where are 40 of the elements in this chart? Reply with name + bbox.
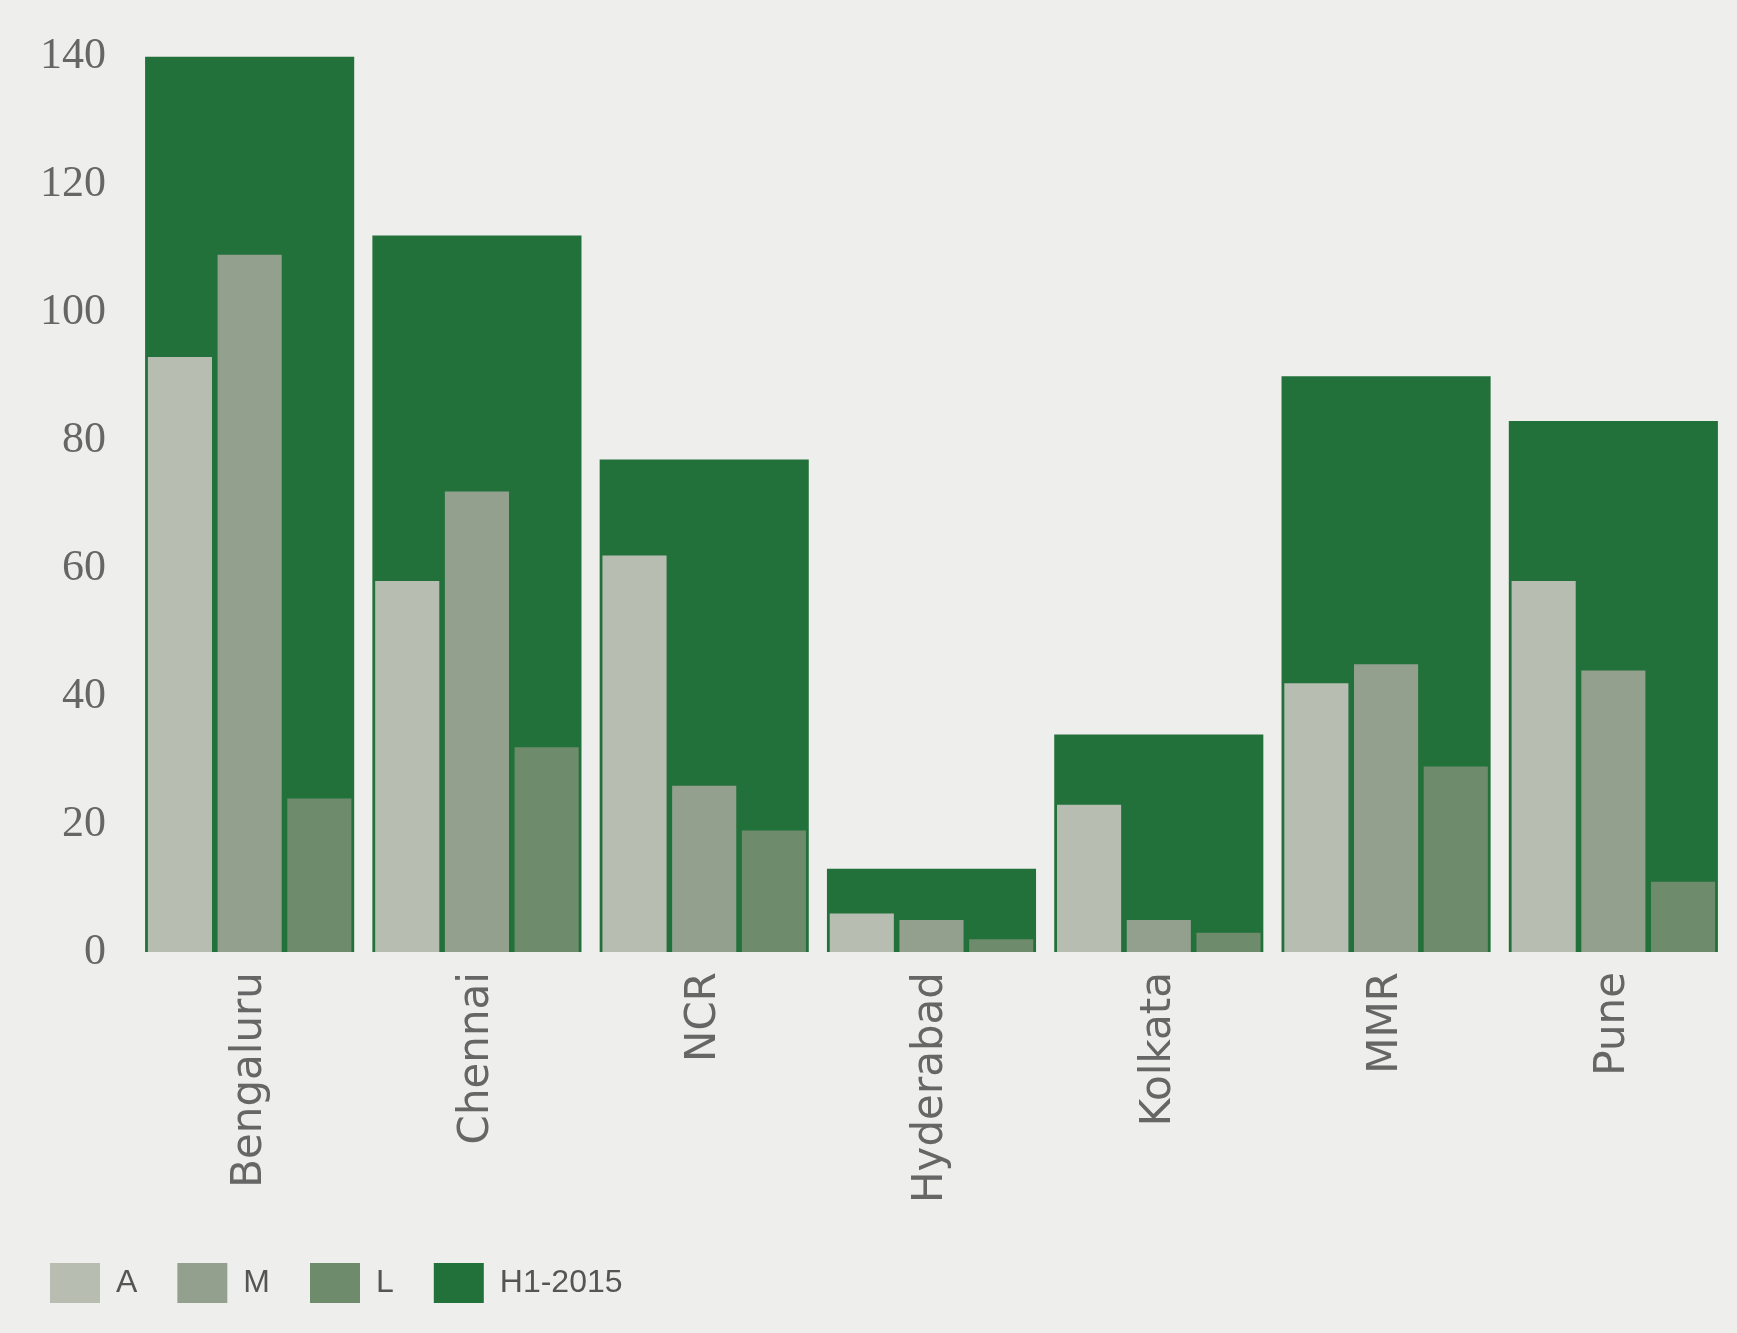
bar <box>1196 932 1261 952</box>
y-tick-label: 120 <box>40 156 106 206</box>
bar <box>147 357 212 952</box>
bar <box>1057 804 1122 952</box>
legend-label: H1-2015 <box>499 1262 623 1299</box>
x-tick-label: Hyderabad <box>903 972 953 1203</box>
bar <box>375 580 440 952</box>
x-tick-label: NCR <box>676 972 726 1062</box>
legend-label: A <box>116 1262 138 1299</box>
bar <box>1511 580 1576 952</box>
bar <box>217 254 282 952</box>
bar <box>1423 766 1488 952</box>
bar <box>514 747 579 952</box>
bar <box>741 830 806 952</box>
bar <box>829 913 894 952</box>
bar <box>1284 683 1349 952</box>
y-tick-label: 80 <box>62 412 106 462</box>
y-tick-label: 140 <box>40 28 106 78</box>
bar <box>1126 920 1191 952</box>
x-tick-label: Kolkata <box>1130 972 1180 1127</box>
legend-label: L <box>376 1262 394 1299</box>
x-tick-label: Bengaluru <box>221 972 271 1188</box>
bar <box>1651 881 1716 952</box>
bar <box>287 798 352 952</box>
bar <box>1354 664 1419 952</box>
y-tick-label: 60 <box>62 540 106 590</box>
bar <box>1581 670 1646 952</box>
y-tick-label: 100 <box>40 284 106 334</box>
bar <box>602 555 667 952</box>
x-tick-label: Chennai <box>448 972 498 1145</box>
y-tick-label: 20 <box>62 796 106 846</box>
bar <box>899 920 964 952</box>
y-tick-label: 0 <box>84 924 106 974</box>
bar <box>444 491 509 952</box>
y-tick-label: 40 <box>62 668 106 718</box>
legend-label: M <box>243 1262 270 1299</box>
bar <box>969 939 1034 952</box>
x-tick-label: MMR <box>1357 972 1407 1074</box>
bar <box>672 785 737 952</box>
x-tick-label: Pune <box>1585 972 1635 1076</box>
